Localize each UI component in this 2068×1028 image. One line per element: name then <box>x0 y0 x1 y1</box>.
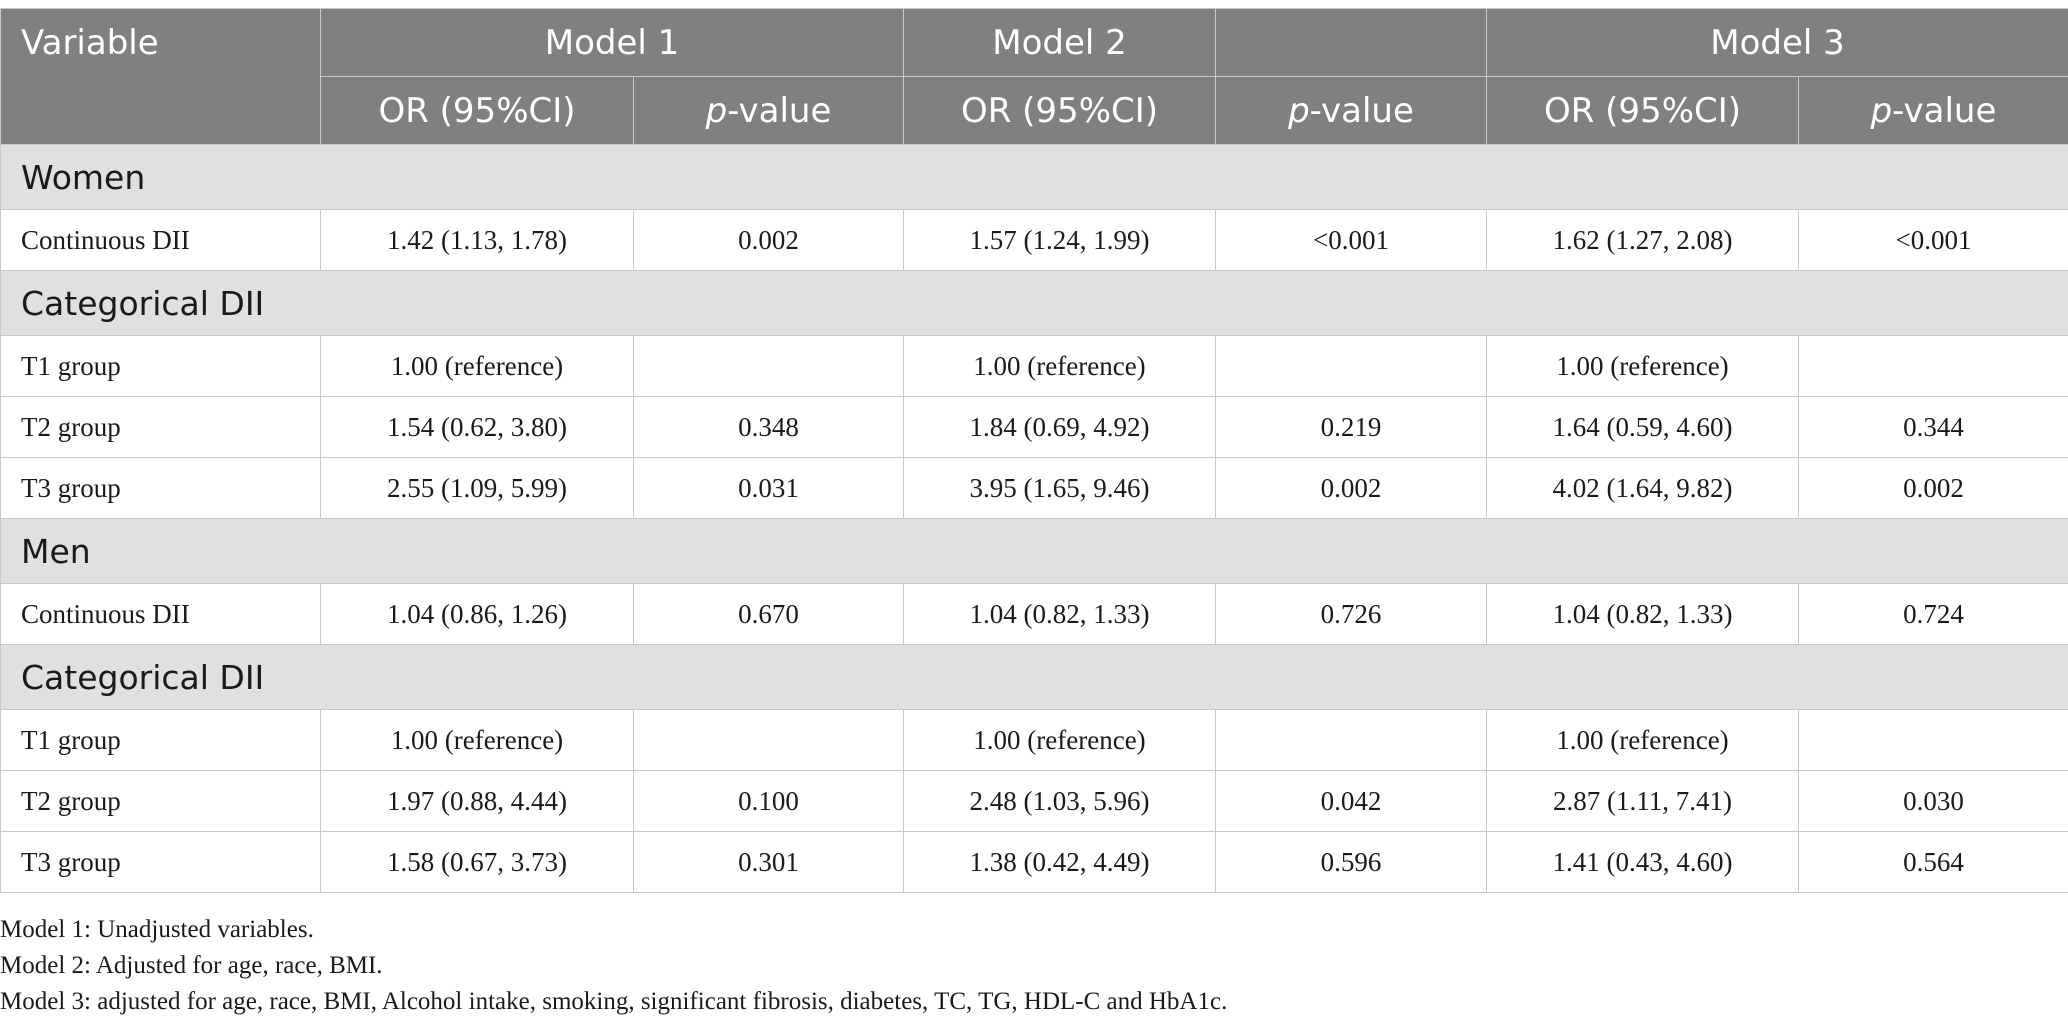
table-row: T3 group 1.58 (0.67, 3.73) 0.301 1.38 (0.42… <box>0 831 2068 893</box>
or-cell: 1.00 (reference) <box>320 709 634 771</box>
or-cell: 1.04 (0.82, 1.33) <box>903 583 1216 645</box>
section-row: Categorical DII <box>0 644 2068 710</box>
or-cell: 1.54 (0.62, 3.80) <box>320 396 634 458</box>
row-label: T1 group <box>0 335 321 397</box>
p-value-cell: <0.001 <box>1215 209 1487 271</box>
p-value-cell: 0.726 <box>1215 583 1487 645</box>
or-cell: 1.00 (reference) <box>1486 335 1799 397</box>
table-row: T3 group 2.55 (1.09, 5.99) 0.031 3.95 (1.65… <box>0 457 2068 519</box>
p-value-cell: 0.348 <box>633 396 904 458</box>
or-cell: 1.04 (0.82, 1.33) <box>1486 583 1799 645</box>
p-value-cell: 0.564 <box>1798 831 2068 893</box>
p-value-cell: 0.596 <box>1215 831 1487 893</box>
table-body: Women Continuous DII 1.42 (1.13, 1.78) 0.00… <box>0 144 2068 893</box>
model-3-p-header: p-value <box>1798 76 2068 145</box>
p-value-cell: 0.030 <box>1798 770 2068 832</box>
p-value-cell: 0.344 <box>1798 396 2068 458</box>
section-title: Categorical DII <box>0 644 2068 710</box>
model-1-header: Model 1 <box>320 8 904 77</box>
odds-ratio-table: Variable Model 1 Model 2 Model 3 OR (95%… <box>0 8 2068 893</box>
or-cell: 1.57 (1.24, 1.99) <box>903 209 1216 271</box>
p-value-cell <box>633 335 904 397</box>
p-value-cell: 0.002 <box>633 209 904 271</box>
section-row: Women <box>0 144 2068 210</box>
p-value-cell: 0.670 <box>633 583 904 645</box>
or-cell: 1.00 (reference) <box>320 335 634 397</box>
or-cell: 1.00 (reference) <box>903 335 1216 397</box>
or-cell: 1.00 (reference) <box>903 709 1216 771</box>
model-2-or-header: OR (95%CI) <box>903 76 1216 145</box>
table-notes: Model 1: Unadjusted variables. Model 2: … <box>0 912 2068 1020</box>
or-cell: 1.00 (reference) <box>1486 709 1799 771</box>
p-value-cell: 0.301 <box>633 831 904 893</box>
or-cell: 1.62 (1.27, 2.08) <box>1486 209 1799 271</box>
p-value-cell <box>1798 709 2068 771</box>
row-label: Continuous DII <box>0 583 321 645</box>
table-row: T1 group 1.00 (reference) 1.00 (reference)… <box>0 335 2068 397</box>
section-title: Categorical DII <box>0 270 2068 336</box>
row-label: T1 group <box>0 709 321 771</box>
p-value-cell: <0.001 <box>1798 209 2068 271</box>
variable-header: Variable <box>0 8 321 145</box>
or-cell: 1.84 (0.69, 4.92) <box>903 396 1216 458</box>
p-value-cell: 0.724 <box>1798 583 2068 645</box>
note-model-3: Model 3: adjusted for age, race, BMI, Al… <box>0 988 1228 1015</box>
model-2-p-header: p-value <box>1215 76 1487 145</box>
table-row: Continuous DII 1.04 (0.86, 1.26) 0.670 1.04… <box>0 583 2068 645</box>
model-1-p-header: p-value <box>633 76 904 145</box>
p-value-cell <box>633 709 904 771</box>
p-value-cell: 0.002 <box>1798 457 2068 519</box>
p-suffix: -value <box>1309 90 1414 131</box>
table-row: Continuous DII 1.42 (1.13, 1.78) 0.002 1.57… <box>0 209 2068 271</box>
row-label: T3 group <box>0 831 321 893</box>
or-cell: 1.97 (0.88, 4.44) <box>320 770 634 832</box>
p-suffix: -value <box>727 90 832 131</box>
section-title: Women <box>0 144 2068 210</box>
p-italic: p <box>705 90 728 131</box>
p-value-cell <box>1215 335 1487 397</box>
section-row: Men <box>0 518 2068 584</box>
table-row: T2 group 1.54 (0.62, 3.80) 0.348 1.84 (0.69… <box>0 396 2068 458</box>
p-value-cell: 0.031 <box>633 457 904 519</box>
model-3-header: Model 3 <box>1486 8 2068 77</box>
table-row: T2 group 1.97 (0.88, 4.44) 0.100 2.48 (1.03… <box>0 770 2068 832</box>
p-value-cell <box>1798 335 2068 397</box>
p-value-cell: 0.002 <box>1215 457 1487 519</box>
table-row: T1 group 1.00 (reference) 1.00 (reference)… <box>0 709 2068 771</box>
section-row: Categorical DII <box>0 270 2068 336</box>
or-cell: 4.02 (1.64, 9.82) <box>1486 457 1799 519</box>
section-title: Men <box>0 518 2068 584</box>
model-2-blank-header <box>1215 8 1487 77</box>
p-value-cell: 0.219 <box>1215 396 1487 458</box>
or-cell: 3.95 (1.65, 9.46) <box>903 457 1216 519</box>
or-cell: 1.38 (0.42, 4.49) <box>903 831 1216 893</box>
or-cell: 1.04 (0.86, 1.26) <box>320 583 634 645</box>
model-2-header: Model 2 <box>903 8 1216 77</box>
row-label: Continuous DII <box>0 209 321 271</box>
or-cell: 1.41 (0.43, 4.60) <box>1486 831 1799 893</box>
p-value-cell <box>1215 709 1487 771</box>
note-model-1: Model 1: Unadjusted variables. <box>0 916 314 943</box>
header-row-measures: OR (95%CI) p-value OR (95%CI) p-value OR… <box>1 76 2068 145</box>
or-cell: 1.42 (1.13, 1.78) <box>320 209 634 271</box>
note-model-2: Model 2: Adjusted for age, race, BMI. <box>0 952 383 979</box>
or-cell: 1.58 (0.67, 3.73) <box>320 831 634 893</box>
or-cell: 2.48 (1.03, 5.96) <box>903 770 1216 832</box>
model-1-or-header: OR (95%CI) <box>320 76 634 145</box>
row-label: T2 group <box>0 770 321 832</box>
or-cell: 2.55 (1.09, 5.99) <box>320 457 634 519</box>
p-value-cell: 0.042 <box>1215 770 1487 832</box>
p-suffix: -value <box>1892 90 1997 131</box>
p-italic: p <box>1870 90 1893 131</box>
or-cell: 2.87 (1.11, 7.41) <box>1486 770 1799 832</box>
model-3-or-header: OR (95%CI) <box>1486 76 1799 145</box>
row-label: T3 group <box>0 457 321 519</box>
header-row-models: Variable Model 1 Model 2 Model 3 <box>0 8 2068 145</box>
p-value-cell: 0.100 <box>633 770 904 832</box>
table-header: Variable Model 1 Model 2 Model 3 OR (95%… <box>0 8 2068 145</box>
or-cell: 1.64 (0.59, 4.60) <box>1486 396 1799 458</box>
p-italic: p <box>1288 90 1310 131</box>
row-label: T2 group <box>0 396 321 458</box>
